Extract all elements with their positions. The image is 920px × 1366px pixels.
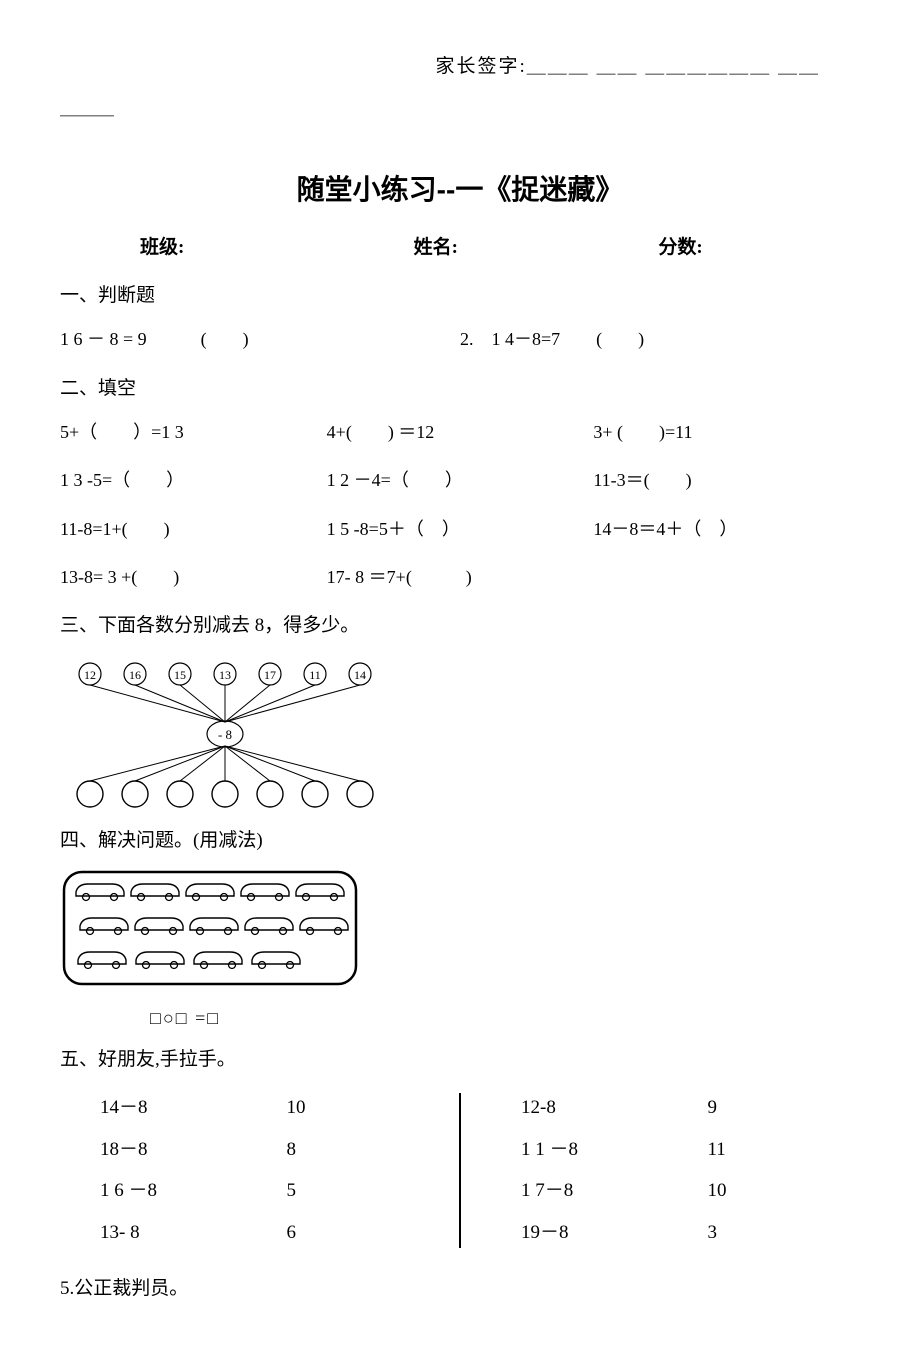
s2-r1b: 4+( ) ＝12 xyxy=(327,416,594,448)
q1-1: 1 6 － 8 = 9 ( ) xyxy=(60,323,460,355)
match-row: 19－83 xyxy=(481,1212,860,1254)
match-expr: 1 1 －8 xyxy=(481,1129,707,1171)
s2-r2c: 11-3＝( ) xyxy=(593,464,860,496)
match-expr: 1 7－8 xyxy=(481,1170,707,1212)
s2-row2: 1 3 -5=（ ） 1 2 －4=（ ） 11-3＝( ) xyxy=(60,464,860,496)
subtract-8-diagram: 12 16 15 13 17 11 14 - 8 xyxy=(60,654,390,814)
match-divider xyxy=(459,1093,461,1248)
svg-text:17: 17 xyxy=(264,668,276,682)
match-row: 1 7－810 xyxy=(481,1170,860,1212)
match-value: 3 xyxy=(707,1212,860,1254)
svg-text:16: 16 xyxy=(129,668,141,682)
signature-label: 家长签字: xyxy=(435,56,526,77)
s2-row3: 11-8=1+( ) 1 5 -8=5＋（ ） 14－8＝4＋（ ） xyxy=(60,513,860,545)
match-expr: 14－8 xyxy=(60,1087,286,1129)
match-value: 10 xyxy=(707,1170,860,1212)
match-row: 18－88 xyxy=(60,1129,439,1171)
svg-text:15: 15 xyxy=(174,668,186,682)
section-2-head: 二、填空 xyxy=(60,372,860,406)
name-label: 姓名: xyxy=(414,231,659,265)
svg-text:11: 11 xyxy=(309,668,321,682)
match-row: 12-89 xyxy=(481,1087,860,1129)
s2-r3b: 1 5 -8=5＋（ ） xyxy=(327,513,594,545)
match-value: 5 xyxy=(286,1170,439,1212)
match-value: 11 xyxy=(707,1129,860,1171)
s2-row4: 13-8= 3 +( ) 17- 8 ＝7+( ) xyxy=(60,561,860,593)
cars-equation: □○□ =□ xyxy=(60,1002,860,1034)
match-expr: 19－8 xyxy=(481,1212,707,1254)
match-value: 8 xyxy=(286,1129,439,1171)
page-title: 随堂小练习--一《捉迷藏》 xyxy=(60,165,860,215)
section-6-head: 5.公正裁判员。 xyxy=(60,1272,860,1306)
s2-r4a: 13-8= 3 +( ) xyxy=(60,561,327,593)
cars-figure xyxy=(60,868,860,998)
section-3-head: 三、下面各数分别减去 8，得多少。 xyxy=(60,609,860,643)
s2-r1c: 3+ ( )=11 xyxy=(593,416,860,448)
score-label: 分数: xyxy=(658,231,860,265)
s2-r4b: 17- 8 ＝7+( ) xyxy=(327,561,594,593)
signature-blank-cont: ＿＿＿ xyxy=(60,92,860,124)
info-row: 班级: 姓名: 分数: xyxy=(60,231,860,265)
center-label: - 8 xyxy=(218,727,232,742)
match-expr: 1 6 －8 xyxy=(60,1170,286,1212)
match-expr: 18－8 xyxy=(60,1129,286,1171)
parent-signature-line: 家长签字:＿＿＿ ＿＿ ＿＿＿＿＿＿ ＿＿ xyxy=(60,50,860,84)
class-label: 班级: xyxy=(60,231,414,265)
s2-r2b: 1 2 －4=（ ） xyxy=(327,464,594,496)
match-expr: 13- 8 xyxy=(60,1212,286,1254)
match-left-col: 14－81018－881 6 －8513- 86 xyxy=(60,1087,439,1254)
s2-r2a: 1 3 -5=（ ） xyxy=(60,464,327,496)
match-row: 1 1 －811 xyxy=(481,1129,860,1171)
match-expr: 12-8 xyxy=(481,1087,707,1129)
match-value: 9 xyxy=(707,1087,860,1129)
section-5-head: 五、好朋友,手拉手。 xyxy=(60,1043,860,1077)
svg-text:14: 14 xyxy=(354,668,366,682)
s2-row1: 5+（ ）=1 3 4+( ) ＝12 3+ ( )=11 xyxy=(60,416,860,448)
svg-text:13: 13 xyxy=(219,668,231,682)
section-1-head: 一、判断题 xyxy=(60,279,860,313)
match-right-col: 12-891 1 －8111 7－81019－83 xyxy=(481,1087,860,1254)
section-4-head: 四、解决问题。(用减法) xyxy=(60,824,860,858)
s2-r1a: 5+（ ）=1 3 xyxy=(60,416,327,448)
s2-r3c: 14－8＝4＋（ ） xyxy=(593,513,860,545)
matching-wrap: 14－81018－881 6 －8513- 86 12-891 1 －8111 … xyxy=(60,1087,860,1254)
match-value: 10 xyxy=(286,1087,439,1129)
match-row: 14－810 xyxy=(60,1087,439,1129)
section-1-questions: 1 6 － 8 = 9 ( ) 2. 1 4－8=7 ( ) xyxy=(60,323,860,355)
s2-r3a: 11-8=1+( ) xyxy=(60,513,327,545)
match-row: 13- 86 xyxy=(60,1212,439,1254)
match-value: 6 xyxy=(286,1212,439,1254)
svg-text:12: 12 xyxy=(84,668,96,682)
q1-2: 2. 1 4－8=7 ( ) xyxy=(460,323,860,355)
match-row: 1 6 －85 xyxy=(60,1170,439,1212)
signature-blank[interactable]: ＿＿＿ ＿＿ ＿＿＿＿＿＿ ＿＿ xyxy=(527,56,820,77)
